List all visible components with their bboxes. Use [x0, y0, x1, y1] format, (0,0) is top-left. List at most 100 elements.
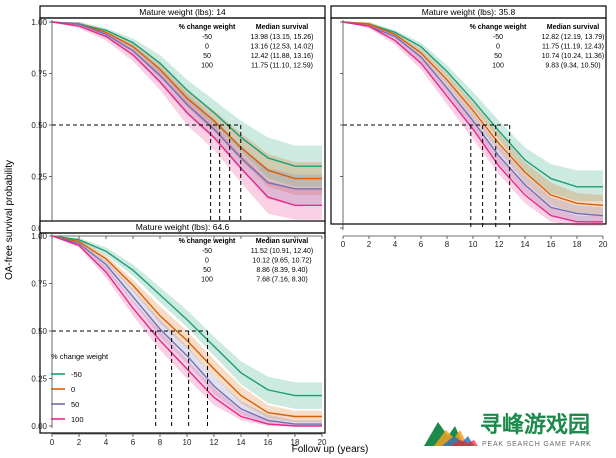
watermark-logo: 寻峰游戏园 PEAK SEARCH GAME PARK: [424, 412, 592, 448]
x-tick-label: 2: [367, 240, 372, 249]
table-cell-median: 7.68 (7.16, 8.30): [256, 277, 307, 284]
ci-ribbon-0: [343, 22, 603, 216]
y-tick-label: 0.25: [31, 173, 47, 182]
x-tick-label: 10: [183, 438, 192, 447]
table-cell-change: 100: [201, 277, 213, 284]
panel-frame: [330, 17, 607, 225]
x-tick-label: 12: [495, 240, 504, 249]
survival-curve-0: [51, 235, 322, 418]
x-tick-label: 4: [393, 240, 398, 249]
x-tick-label: 20: [318, 438, 327, 447]
table-cell-change: 0: [205, 44, 209, 51]
x-tick-label: 14: [521, 240, 530, 249]
survival-curve-100: [342, 21, 603, 223]
ci-ribbon-50: [52, 236, 322, 426]
table-cell-median: 11.52 (10.91, 12.40): [251, 248, 314, 255]
panel-frame: [39, 232, 326, 434]
survival-curve--50: [342, 21, 603, 188]
survival-curve-100: [51, 235, 322, 427]
ci-ribbon-50: [343, 22, 603, 224]
y-tick-label: 0.25: [31, 375, 47, 384]
table-cell-median: 10.74 (10.24, 11.36): [542, 53, 605, 60]
x-tick-label: 18: [291, 438, 300, 447]
table-cell-change: 100: [492, 63, 504, 70]
x-tick-label: 20: [599, 240, 608, 249]
panel-strip-title: Mature weight (lbs): 35.8: [422, 7, 516, 17]
x-tick-label: 16: [547, 240, 556, 249]
y-tick-label: 0.75: [31, 70, 47, 79]
legend-title: % change weight: [51, 352, 109, 361]
ci-ribbon-100: [52, 22, 322, 220]
y-tick-label: 0.50: [31, 327, 47, 336]
ci-ribbon-100: [52, 236, 322, 426]
survival-curve-0: [51, 21, 322, 180]
ci-ribbon--50: [52, 22, 322, 187]
table-cell-median: 12.82 (12.19, 13.79): [541, 34, 604, 41]
x-tick-label: 2: [77, 438, 82, 447]
y-tick-label: 1.00: [31, 232, 47, 241]
table-cell-change: 50: [203, 267, 211, 274]
table-header-change: % change weight: [470, 24, 527, 31]
x-tick-label: 16: [264, 438, 273, 447]
survival-curve-50: [51, 235, 322, 425]
table-header-change: % change weight: [179, 238, 236, 245]
table-cell-median: 11.75 (11.19, 12.43): [542, 44, 604, 51]
y-axis-title: OA-free survival probability: [4, 160, 15, 280]
table-cell-median: 12.42 (11.88, 13.16): [251, 53, 314, 60]
survival-curve--50: [51, 21, 322, 167]
ci-ribbon-0: [52, 22, 322, 196]
legend: % change weight -50 0 50 100: [51, 352, 109, 424]
ci-ribbon--50: [52, 236, 322, 409]
survival-curve-50: [51, 21, 322, 190]
y-tick-label: 0.50: [31, 121, 47, 130]
x-tick-label: 6: [419, 240, 424, 249]
table-header-change: % change weight: [179, 24, 236, 31]
survival-curve-50: [342, 21, 604, 217]
x-tick-label: 6: [131, 438, 136, 447]
table-cell-median: 11.75 (11.10, 12.59): [251, 63, 313, 70]
x-tick-label: 18: [573, 240, 582, 249]
panel-3: Mature weight (lbs): 64.6 0.00 0.25 0.50 0.7…: [31, 220, 327, 447]
survival-curve-0: [342, 21, 604, 207]
table-header-median: Median survival: [256, 238, 309, 245]
table-cell-median: 9.83 (9.34, 10.50): [545, 63, 600, 70]
x-tick-label: 4: [104, 438, 109, 447]
panel-1: Mature weight (lbs): 140.000.250.500.751…: [31, 5, 326, 239]
table-cell-change: 0: [496, 44, 500, 51]
x-tick-label: 8: [158, 438, 163, 447]
table-cell-change: -50: [493, 34, 503, 41]
panel-2: Mature weight (lbs): 35.8 0 2 4 6 8 10 12 14 16 18…: [330, 5, 608, 249]
ci-ribbon-100: [343, 22, 603, 226]
y-tick-label: 0.00: [31, 422, 47, 431]
y-tick-label: 1.00: [31, 18, 47, 27]
x-tick-label: 14: [237, 438, 246, 447]
x-tick-label: 12: [210, 438, 219, 447]
survival-curve-100: [51, 21, 322, 207]
legend-label--50: -50: [71, 370, 82, 379]
legend-label-100: 100: [71, 415, 84, 424]
panel-strip-title: Mature weight (lbs): 14: [139, 7, 226, 17]
x-axis-title: Follow up (years): [292, 444, 369, 455]
table-header-median: Median survival: [256, 24, 309, 31]
table-cell-median: 13.16 (12.53, 14.02): [250, 44, 313, 51]
table-cell-median: 10.12 (9.65, 10.72): [252, 258, 311, 265]
table-cell-change: -50: [202, 248, 212, 255]
table-cell-median: 13.98 (13.15, 15.26): [250, 34, 313, 41]
table-cell-change: 0: [205, 258, 209, 265]
table-header-median: Median survival: [547, 24, 600, 31]
x-tick-label: 0: [50, 438, 55, 447]
table-cell-change: 50: [203, 53, 211, 60]
panel-strip-title: Mature weight (lbs): 64.6: [136, 222, 230, 232]
ci-ribbon--50: [343, 22, 603, 202]
y-tick-label: 0.75: [31, 280, 47, 289]
x-tick-label: 10: [469, 240, 478, 249]
watermark-title: 寻峰游戏园: [480, 412, 590, 438]
table-cell-change: 100: [201, 63, 213, 70]
x-tick-label: 0: [341, 240, 346, 249]
survival-curve--50: [51, 235, 322, 397]
watermark-subtitle: PEAK SEARCH GAME PARK: [482, 441, 592, 448]
x-tick-label: 8: [445, 240, 450, 249]
legend-label-50: 50: [71, 400, 79, 409]
table-cell-median: 8.86 (8.39, 9.40): [256, 267, 307, 274]
